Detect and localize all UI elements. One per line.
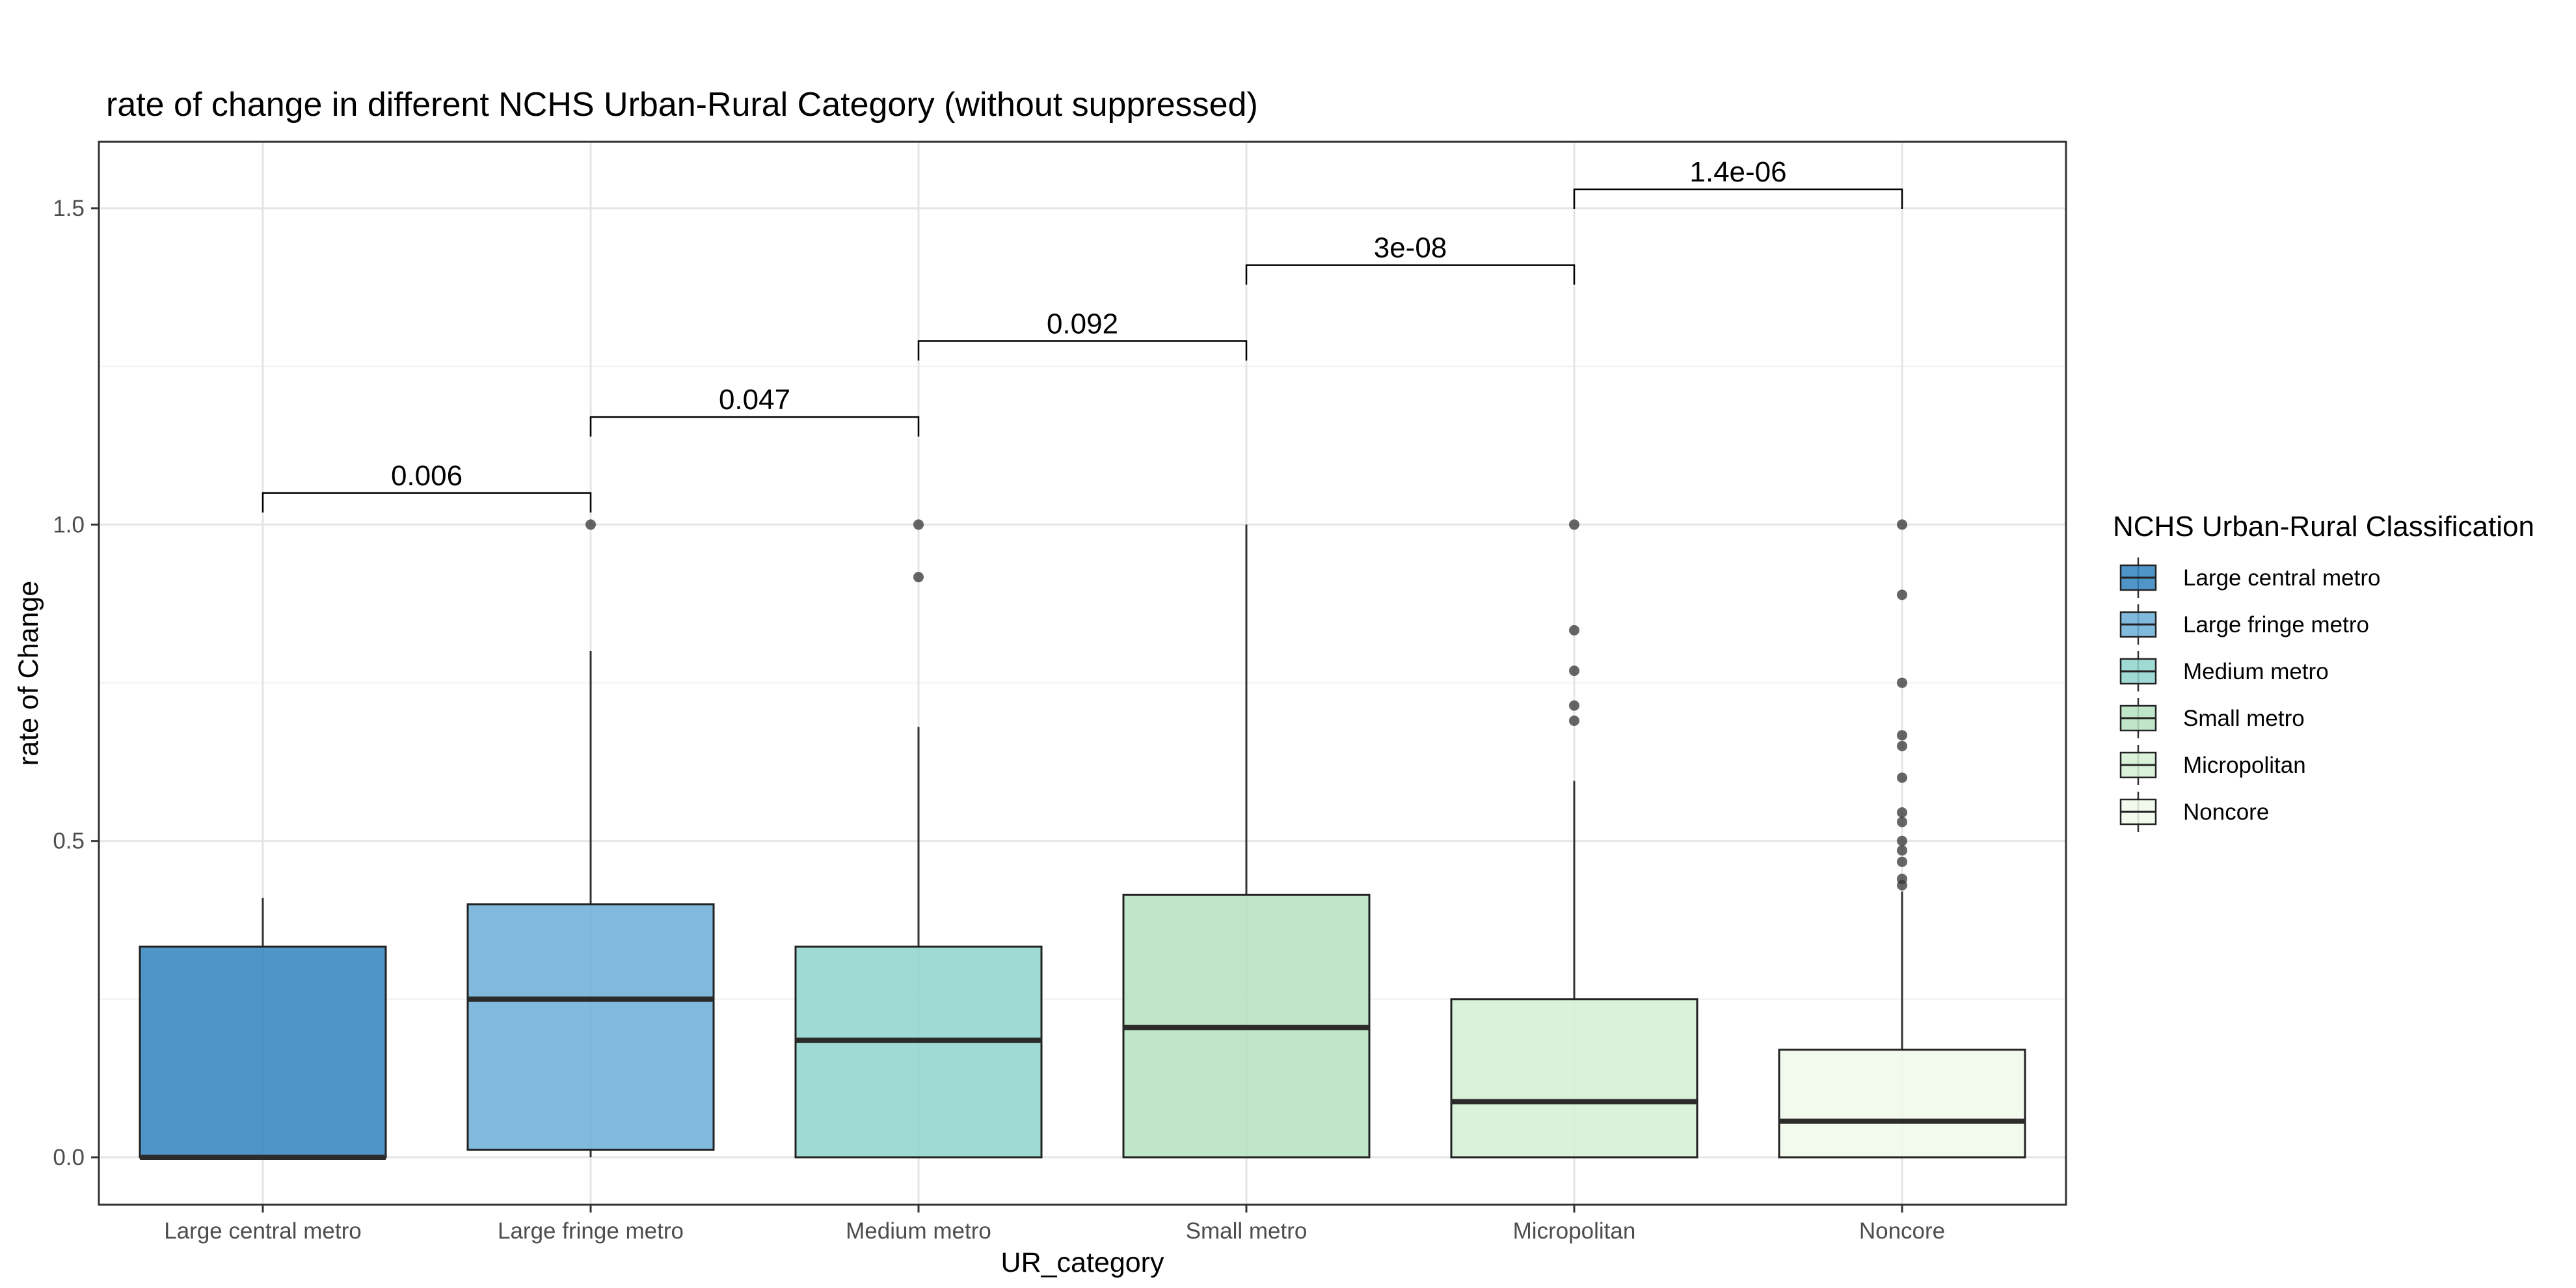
box-iqr [466, 903, 715, 1151]
x-tick-label: Large fringe metro [498, 1218, 684, 1244]
outlier-point [1897, 879, 1907, 891]
bracket-line [1573, 188, 1903, 209]
outlier-point [1897, 740, 1907, 751]
plot-border [98, 141, 2067, 1206]
pvalue-label: 1.4e-06 [1689, 156, 1786, 188]
outlier-point [1569, 519, 1579, 530]
y-tick-label: 0.5 [53, 829, 85, 854]
bracket-line [262, 492, 592, 513]
legend-item-4: Micropolitan [2119, 745, 2306, 785]
legend-item-5: Noncore [2119, 792, 2269, 832]
box-group [139, 519, 2026, 1161]
pvalue-label: 3e-08 [1374, 232, 1447, 264]
box-3 [1122, 524, 1371, 1159]
legend-item-0: Large central metro [2119, 557, 2380, 598]
outlier-point [1897, 519, 1907, 530]
legend-item-3: Small metro [2119, 698, 2305, 738]
legend-label: Large central metro [2183, 565, 2380, 591]
x-tick-label: Large central metro [164, 1218, 361, 1244]
outlier-point [1897, 835, 1907, 846]
box-iqr [1450, 998, 1698, 1159]
outlier-point [1569, 665, 1579, 677]
box-4 [1450, 519, 1698, 1159]
box-0 [139, 898, 387, 1161]
x-tick-label: Noncore [1859, 1218, 1945, 1244]
x-tick-label: Medium metro [846, 1218, 991, 1244]
legend-label: Large fringe metro [2183, 612, 2369, 637]
box-1 [466, 519, 715, 1158]
outlier-point [1897, 816, 1907, 827]
pvalue-label: 0.092 [1047, 308, 1118, 340]
pvalue-label: 0.006 [391, 460, 463, 492]
outlier-point [1569, 624, 1579, 636]
pvalue-label: 0.047 [719, 384, 790, 416]
outlier-point [1897, 677, 1907, 688]
box-iqr [794, 945, 1043, 1159]
box-iqr [1778, 1049, 2026, 1159]
legend: NCHS Urban-Rural Classification Large ce… [2113, 511, 2534, 832]
legend-label: Medium metro [2183, 659, 2329, 684]
outlier-point [913, 519, 924, 530]
x-axis: Large central metro Large fringe metro Med… [164, 1205, 1945, 1244]
box-iqr [139, 945, 387, 1159]
box-2 [794, 519, 1043, 1159]
outlier-point [1569, 715, 1579, 726]
legend-item-2: Medium metro [2119, 651, 2329, 691]
y-tick-label: 1.5 [53, 196, 85, 221]
box-5 [1778, 519, 2026, 1159]
outlier-point [1569, 700, 1579, 711]
bracket-line [589, 416, 920, 437]
y-tick-label: 1.0 [53, 512, 85, 537]
legend-label: Micropolitan [2183, 753, 2306, 778]
legend-label: Small metro [2183, 706, 2305, 731]
outlier-point [1897, 772, 1907, 783]
outlier-point [913, 572, 924, 583]
outlier-point [1897, 807, 1907, 818]
y-axis-title: rate of Change [13, 581, 44, 766]
outlier-point [585, 519, 596, 530]
outlier-point [1897, 730, 1907, 741]
legend-label: Noncore [2183, 799, 2269, 825]
outlier-point [1897, 845, 1907, 856]
y-axis: 0.0 0.5 1.0 1.5 [53, 196, 99, 1170]
chart-title: rate of change in different NCHS Urban-R… [106, 86, 1258, 124]
outlier-point [1897, 589, 1907, 600]
y-tick-label: 0.0 [53, 1145, 85, 1170]
legend-title: NCHS Urban-Rural Classification [2113, 511, 2534, 543]
bracket-line [1245, 264, 1576, 285]
x-tick-label: Micropolitan [1513, 1218, 1636, 1244]
bracket-line [917, 340, 1248, 361]
x-tick-label: Small metro [1186, 1218, 1308, 1244]
x-axis-title: UR_category [1001, 1247, 1164, 1278]
plot-panel [99, 142, 2066, 1205]
pvalue-brackets: 0.006 0.047 0.092 3e-08 1.4e-06 [262, 156, 1903, 513]
legend-item-1: Large fringe metro [2119, 604, 2369, 645]
outlier-point [1897, 856, 1907, 867]
